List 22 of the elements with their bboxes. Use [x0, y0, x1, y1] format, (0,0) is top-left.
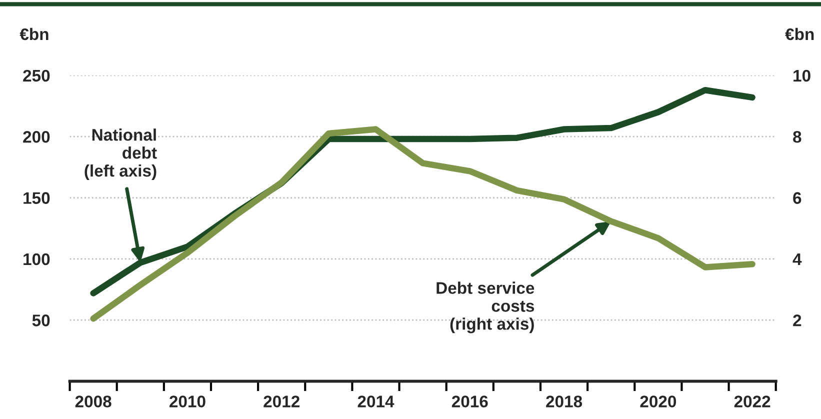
x-tick-label: 2018: [546, 396, 582, 408]
y2-tick-label: 10: [794, 70, 810, 82]
y2-tick-label: 8: [793, 130, 802, 143]
y2-tick-label: 2: [793, 314, 802, 326]
y-axis-title: €bn: [20, 28, 48, 40]
x-tick-label: 2014: [358, 396, 394, 408]
x-tick-label: 2012: [264, 396, 300, 408]
y-tick-label: 250: [23, 70, 50, 82]
y-tick-label: 150: [24, 192, 50, 204]
y2-tick-label: 6: [793, 192, 802, 204]
y-tick-label: 50: [32, 314, 50, 326]
y-tick-label: 100: [24, 253, 50, 266]
y2-axis-title: €bn: [785, 28, 814, 40]
annotation: National debt (left axis): [84, 128, 157, 180]
y-tick-label: 200: [23, 130, 50, 143]
x-tick-label: 2020: [640, 396, 676, 408]
x-tick-label: 2016: [452, 396, 488, 408]
annotation: Debt service costs (right axis): [436, 282, 534, 334]
x-tick-label: 2008: [75, 396, 112, 408]
x-tick-label: 2010: [170, 396, 206, 408]
x-tick-label: 2022: [734, 396, 770, 408]
y2-tick-label: 4: [792, 254, 802, 265]
